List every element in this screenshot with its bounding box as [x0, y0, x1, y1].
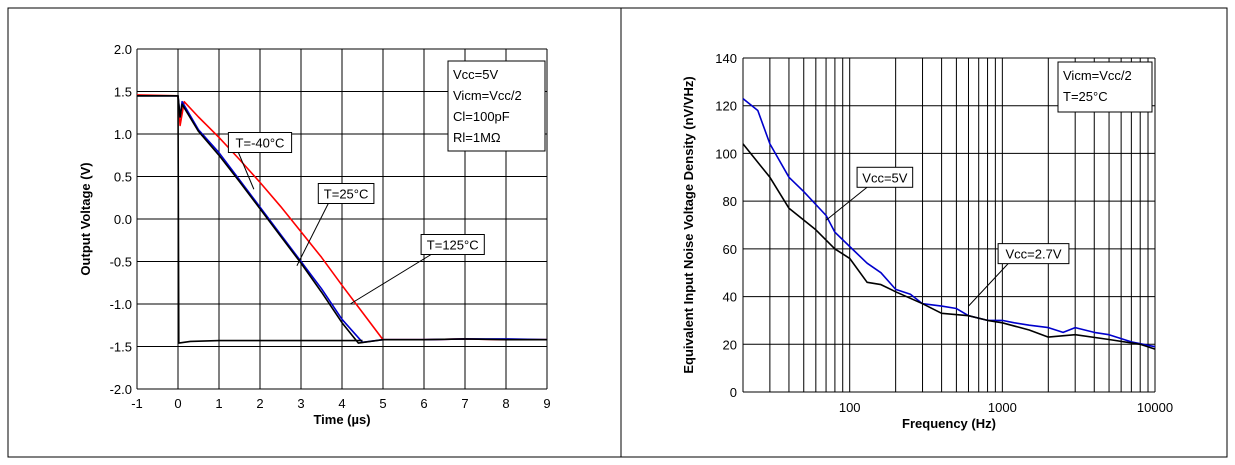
- y-tick-label: 0: [730, 385, 737, 400]
- y-tick-label: -1.0: [110, 297, 132, 312]
- annotation-label: T=-40°C: [236, 136, 285, 151]
- y-axis-label: Equivalent Input Noise Voltage Density (…: [681, 76, 696, 373]
- series-line: [742, 97, 1156, 348]
- annotation-box: [856, 166, 914, 188]
- annotation-box: [997, 243, 1070, 265]
- y-tick-label: 140: [715, 51, 737, 66]
- condition-label: Cl=100pF: [453, 109, 510, 124]
- series-line: [742, 143, 1156, 350]
- x-axis-label: Time (µs): [313, 412, 370, 427]
- x-tick-label: -1: [131, 396, 143, 411]
- y-tick-label: 0.5: [114, 170, 132, 185]
- y-tick-label: 0.0: [114, 212, 132, 227]
- series-line: [137, 95, 363, 344]
- x-tick-label: 4: [338, 396, 345, 411]
- y-tick-label: 1.5: [114, 85, 132, 100]
- annotation-label: Vcc=5V: [862, 170, 907, 185]
- chart-output-voltage: -1 0 1 2 3 4 5 6 7 8 9 2.0 1.5 1.0 0.5 0.0 -0.5 -1.0 -1.5 -…: [78, 42, 551, 427]
- annotation-arrow: [825, 186, 868, 221]
- x-tick-label: 100: [839, 400, 861, 415]
- annotation-arrow: [237, 152, 255, 190]
- condition-label: Vcc=5V: [453, 67, 498, 82]
- x-tick-label: 9: [543, 396, 550, 411]
- condition-label: T=25°C: [1063, 89, 1108, 104]
- conditions-box: [1057, 61, 1153, 113]
- conditions-box: [447, 60, 546, 152]
- x-tick-label: 1: [215, 396, 222, 411]
- y-tick-label: 2.0: [114, 42, 132, 57]
- series-line: [137, 95, 547, 344]
- y-tick-label: 1.0: [114, 127, 132, 142]
- x-tick-label: 5: [379, 396, 386, 411]
- y-tick-label: 80: [723, 194, 737, 209]
- annotation-box: [420, 234, 485, 255]
- condition-label: Vicm=Vcc/2: [1063, 68, 1132, 83]
- y-tick-label: -1.5: [110, 340, 132, 355]
- y-tick-label: 120: [715, 99, 737, 114]
- y-tick-label: 40: [723, 290, 737, 305]
- y-tick-label: 20: [723, 337, 737, 352]
- condition-label: Vicm=Vcc/2: [453, 88, 522, 103]
- x-tick-label: 8: [502, 396, 509, 411]
- x-tick-label: 0: [174, 396, 181, 411]
- annotation-label: T=125°C: [427, 238, 479, 253]
- chart-noise-density: 100 1000 10000 140 120 100 80 60 40 20 0 Frequency …: [681, 51, 1173, 431]
- x-tick-label: 1000: [988, 400, 1017, 415]
- y-axis-label: Output Voltage (V): [78, 162, 93, 275]
- y-tick-label: 100: [715, 146, 737, 161]
- x-tick-label: 3: [297, 396, 304, 411]
- annotation-arrow: [349, 254, 432, 305]
- y-tick-label: 60: [723, 242, 737, 257]
- x-axis-label: Frequency (Hz): [902, 416, 996, 431]
- annotation-label: Vcc=2.7V: [1006, 247, 1062, 262]
- outer-border: [7, 7, 1228, 458]
- x-tick-label: 7: [461, 396, 468, 411]
- x-tick-label: 2: [256, 396, 263, 411]
- x-tick-label: 10000: [1137, 400, 1173, 415]
- condition-label: Rl=1MΩ: [453, 130, 501, 145]
- annotation-label: T=25°C: [324, 187, 369, 202]
- y-tick-label: -2.0: [110, 382, 132, 397]
- x-tick-label: 6: [420, 396, 427, 411]
- y-tick-label: -0.5: [110, 255, 132, 270]
- annotation-box: [227, 132, 293, 153]
- annotation-arrow: [296, 203, 329, 266]
- annotation-arrow: [968, 263, 1009, 307]
- annotation-box: [317, 183, 375, 204]
